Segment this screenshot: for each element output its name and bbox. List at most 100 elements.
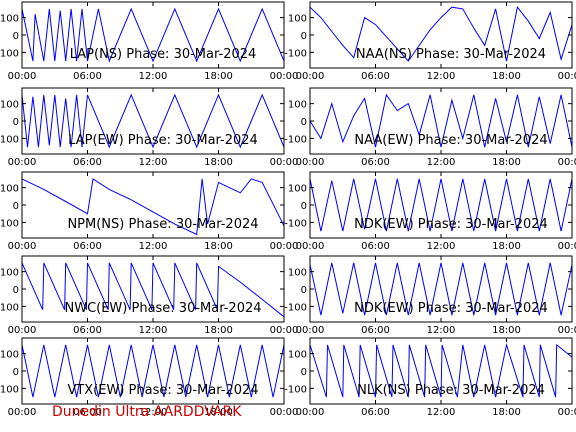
y-tick-label: -100: [284, 384, 307, 395]
series-line: [309, 262, 573, 316]
x-tick-label: 00:00: [270, 71, 299, 82]
x-tick-label: 00:00: [8, 325, 37, 336]
x-tick-label: 18:00: [204, 71, 233, 82]
x-tick-label: 00:00: [558, 157, 576, 168]
x-tick-label: 12:00: [427, 407, 456, 418]
x-tick-label: 12:00: [139, 407, 168, 418]
y-tick-label: 100: [288, 100, 307, 111]
y-tick-label: 0: [301, 31, 307, 42]
x-tick-label: 00:00: [8, 71, 37, 82]
x-tick-label: 12:00: [427, 241, 456, 252]
y-tick-label: 0: [301, 117, 307, 128]
y-tick-label: -100: [284, 134, 307, 145]
footer-label: Dunedin Ultra AARDDVARK: [52, 404, 242, 420]
x-tick-label: 12:00: [427, 325, 456, 336]
x-tick-label: 06:00: [73, 241, 102, 252]
x-tick-label: 06:00: [73, 157, 102, 168]
x-tick-label: 00:00: [296, 157, 325, 168]
x-tick-label: 06:00: [361, 71, 390, 82]
x-tick-label: 00:00: [270, 241, 299, 252]
series-line: [21, 93, 285, 149]
x-tick-label: 06:00: [73, 325, 102, 336]
x-tick-label: 18:00: [492, 325, 521, 336]
x-tick-label: 18:00: [204, 407, 233, 418]
x-tick-label: 00:00: [296, 325, 325, 336]
panel-label: NWC(EW) Phase: 30-Mar-2024: [64, 301, 261, 316]
y-tick-label: 100: [288, 268, 307, 279]
series-line: [21, 344, 285, 398]
y-tick-label: 100: [288, 350, 307, 361]
x-tick-label: 18:00: [492, 157, 521, 168]
y-tick-label: 100: [288, 184, 307, 195]
y-tick-label: -100: [0, 302, 19, 313]
y-tick-label: 100: [0, 268, 19, 279]
series-line: [309, 93, 573, 148]
x-tick-label: 06:00: [361, 407, 390, 418]
x-tick-label: 06:00: [73, 71, 102, 82]
x-tick-label: 00:00: [558, 407, 576, 418]
x-tick-label: 00:00: [296, 71, 325, 82]
y-tick-label: 0: [13, 31, 19, 42]
series-line: [21, 178, 285, 236]
panel-label: VTX(EW) Phase: 30-Mar-2024: [67, 383, 258, 398]
y-tick-label: 0: [301, 367, 307, 378]
x-tick-label: 06:00: [361, 325, 390, 336]
x-tick-label: 00:00: [8, 407, 37, 418]
y-tick-label: 100: [0, 14, 19, 25]
x-tick-label: 06:00: [73, 407, 102, 418]
x-tick-label: 18:00: [492, 407, 521, 418]
panel-label: NDK(EW) Phase: 30-Mar-2024: [354, 217, 548, 232]
x-tick-label: 12:00: [427, 71, 456, 82]
series-line: [309, 178, 573, 232]
x-tick-label: 06:00: [361, 157, 390, 168]
panel-label: NAA(EW) Phase: 30-Mar-2024: [354, 133, 547, 148]
x-tick-label: 12:00: [427, 157, 456, 168]
series-line: [21, 262, 285, 318]
x-tick-label: 00:00: [270, 407, 299, 418]
y-tick-label: -100: [0, 48, 19, 59]
y-tick-label: 0: [13, 367, 19, 378]
x-tick-label: 00:00: [558, 325, 576, 336]
panel-label: NAA(NS) Phase: 30-Mar-2024: [356, 47, 546, 62]
x-tick-label: 00:00: [270, 157, 299, 168]
x-tick-label: 18:00: [492, 241, 521, 252]
series-line: [21, 7, 285, 63]
y-tick-label: 0: [13, 117, 19, 128]
panel-label: NPM(NS) Phase: 30-Mar-2024: [67, 217, 258, 232]
x-tick-label: 12:00: [139, 157, 168, 168]
x-tick-label: 18:00: [204, 157, 233, 168]
x-tick-label: 18:00: [492, 71, 521, 82]
x-tick-label: 12:00: [139, 325, 168, 336]
y-tick-label: 0: [301, 285, 307, 296]
y-tick-label: 100: [288, 14, 307, 25]
y-tick-label: -100: [0, 218, 19, 229]
y-tick-label: 0: [13, 201, 19, 212]
x-tick-label: 00:00: [558, 71, 576, 82]
x-tick-label: 18:00: [204, 325, 233, 336]
panel-label: LAP(NS) Phase: 30-Mar-2024: [70, 47, 257, 62]
x-tick-label: 06:00: [361, 241, 390, 252]
x-tick-label: 12:00: [139, 71, 168, 82]
x-tick-label: 00:00: [270, 325, 299, 336]
y-tick-label: 0: [301, 201, 307, 212]
y-tick-label: 100: [0, 184, 19, 195]
x-tick-label: 18:00: [204, 241, 233, 252]
x-tick-label: 00:00: [8, 157, 37, 168]
series-line: [309, 6, 573, 62]
x-tick-label: 00:00: [296, 407, 325, 418]
x-tick-label: 00:00: [296, 241, 325, 252]
panel-label: LAP(EW) Phase: 30-Mar-2024: [68, 133, 258, 148]
y-tick-label: 0: [13, 285, 19, 296]
y-tick-label: 100: [0, 350, 19, 361]
y-tick-label: -100: [284, 48, 307, 59]
y-tick-label: 100: [0, 100, 19, 111]
y-tick-label: -100: [284, 218, 307, 229]
x-tick-label: 12:00: [139, 241, 168, 252]
x-tick-label: 00:00: [558, 241, 576, 252]
panel-label: NDK(EW) Phase: 30-Mar-2024: [354, 301, 548, 316]
y-tick-label: -100: [284, 302, 307, 313]
y-tick-label: -100: [0, 134, 19, 145]
panel-label: NLK(NS) Phase: 30-Mar-2024: [357, 383, 545, 398]
x-tick-label: 00:00: [8, 241, 37, 252]
